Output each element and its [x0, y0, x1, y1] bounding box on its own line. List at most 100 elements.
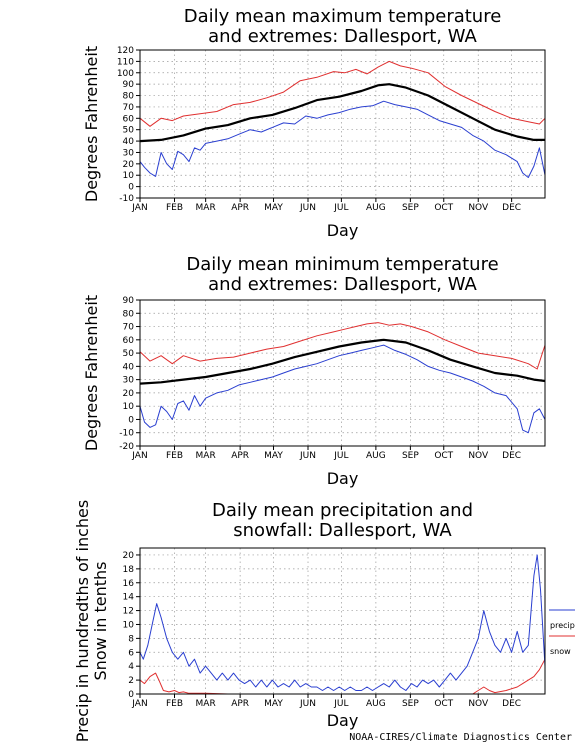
x-tick-label: APR [231, 699, 249, 709]
y-tick-label: 10 [123, 620, 135, 630]
y-tick-label: 8 [128, 634, 134, 644]
x-tick-label: MAR [196, 451, 216, 461]
y-tick-label: 30 [123, 376, 135, 386]
series-line-upper [139, 322, 546, 370]
x-tick-label: OCT [434, 203, 453, 213]
y-tick-label: 120 [117, 46, 134, 56]
y-tick-label: -10 [119, 194, 134, 204]
series-line-lower [139, 344, 546, 434]
chart-title-line: Daily mean precipitation and [212, 500, 473, 521]
y-tick-label: 4 [128, 662, 134, 672]
x-tick-label: DEC [502, 451, 521, 461]
series-line-precip [139, 554, 546, 691]
y-tick-label: 14 [123, 593, 135, 603]
x-tick-label: JUL [333, 451, 348, 461]
x-tick-label: AUG [366, 699, 386, 709]
x-tick-label: JAN [131, 451, 147, 461]
x-tick-label: NOV [468, 451, 489, 461]
y-tick-label: 40 [123, 362, 135, 372]
credit-text: NOAA-CIRES/Climate Diagnostics Center [349, 732, 572, 743]
x-axis-label: Day [327, 711, 359, 730]
x-tick-label: JUN [299, 699, 316, 709]
x-tick-label: JUN [299, 451, 316, 461]
x-tick-label: JAN [131, 203, 147, 213]
y-tick-label: 0 [128, 183, 134, 193]
y-tick-label: 6 [128, 648, 134, 658]
series-line-mean [139, 83, 545, 143]
y-tick-label: 70 [123, 323, 135, 333]
x-tick-label: MAR [196, 203, 216, 213]
x-tick-label: JUL [333, 203, 348, 213]
y-tick-label: 80 [123, 309, 135, 319]
y-tick-label: 40 [123, 137, 135, 147]
y-tick-label: 30 [123, 148, 135, 158]
y-tick-label: 60 [123, 336, 135, 346]
y-axis-label: Precip in hundredths of inches [73, 500, 92, 742]
x-tick-label: NOV [468, 203, 489, 213]
y-tick-label: -20 [119, 442, 134, 452]
y-tick-label: 110 [117, 57, 134, 67]
plot-frame [139, 547, 546, 695]
x-tick-label: NOV [468, 699, 489, 709]
chart-title-line: and extremes: Dallesport, WA [208, 274, 477, 295]
y-axis-label: Degrees Fahrenheit [82, 295, 101, 451]
plot-frame [139, 49, 546, 199]
series-line-upper [139, 60, 546, 127]
series-line-lower [139, 100, 546, 178]
y-tick-label: 90 [123, 80, 135, 90]
y-tick-label: 16 [123, 579, 135, 589]
chart-title-line: Daily mean maximum temperature [184, 6, 502, 27]
x-tick-label: MAY [264, 203, 283, 213]
x-tick-label: SEP [402, 699, 419, 709]
legend-label-precip: precip [550, 621, 575, 630]
x-tick-label: FEB [166, 699, 183, 709]
chart-title-line: Daily mean minimum temperature [186, 254, 498, 275]
y-tick-label: 50 [123, 126, 135, 136]
x-axis-label: Day [327, 221, 359, 240]
x-tick-label: SEP [402, 451, 419, 461]
y-axis-label: Snow in tenths [91, 562, 110, 681]
legend-label-snow: snow [550, 647, 571, 656]
x-axis-label: Day [327, 469, 359, 488]
y-tick-label: 70 [123, 103, 135, 113]
plot-frame [139, 299, 546, 447]
y-tick-label: 0 [128, 415, 134, 425]
y-axis-label: Degrees Fahrenheit [82, 46, 101, 202]
y-tick-label: 50 [123, 349, 135, 359]
y-tick-label: 12 [123, 607, 134, 617]
y-tick-label: 0 [128, 690, 134, 700]
x-tick-label: MAR [196, 699, 216, 709]
x-tick-label: AUG [366, 203, 386, 213]
y-tick-label: 2 [128, 676, 134, 686]
y-tick-label: 20 [123, 551, 135, 561]
x-tick-label: OCT [434, 699, 453, 709]
x-tick-label: APR [231, 451, 249, 461]
x-tick-label: MAY [264, 699, 283, 709]
y-tick-label: 18 [123, 565, 135, 575]
x-tick-label: AUG [366, 451, 386, 461]
chart-title-line: snowfall: Dallesport, WA [233, 520, 452, 541]
y-tick-label: 20 [123, 389, 135, 399]
series-line-mean [139, 338, 546, 385]
x-tick-label: FEB [166, 451, 183, 461]
x-tick-label: FEB [166, 203, 183, 213]
y-tick-label: 100 [117, 69, 134, 79]
x-tick-label: DEC [502, 699, 521, 709]
x-tick-label: OCT [434, 451, 453, 461]
chart-title-line: and extremes: Dallesport, WA [208, 26, 477, 47]
x-tick-label: DEC [502, 203, 521, 213]
y-tick-label: 80 [123, 92, 135, 102]
y-tick-label: 20 [123, 160, 135, 170]
y-tick-label: 60 [123, 114, 135, 124]
x-tick-label: JAN [131, 699, 147, 709]
x-tick-label: JUN [299, 203, 316, 213]
y-tick-label: -10 [119, 429, 134, 439]
x-tick-label: APR [231, 203, 249, 213]
x-tick-label: SEP [402, 203, 419, 213]
y-tick-label: 10 [123, 402, 135, 412]
y-tick-label: 10 [123, 171, 135, 181]
y-tick-label: 90 [123, 296, 135, 306]
x-tick-label: MAY [264, 451, 283, 461]
x-tick-label: JUL [333, 699, 348, 709]
